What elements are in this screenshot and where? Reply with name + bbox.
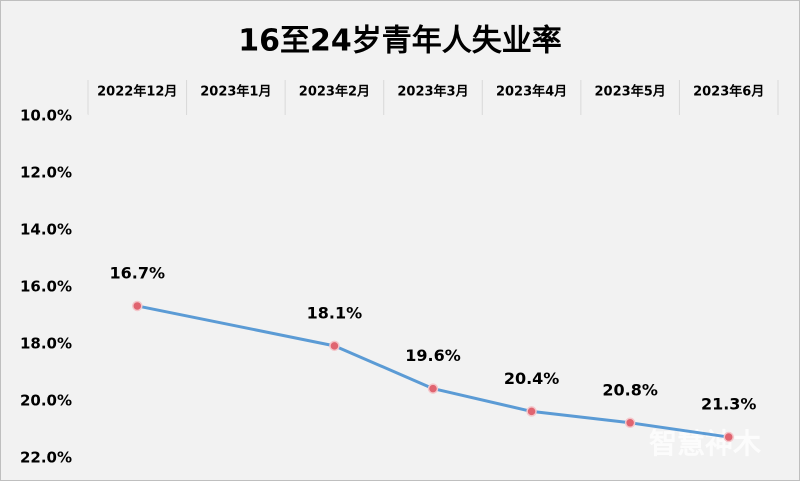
marker bbox=[723, 431, 734, 443]
marker bbox=[132, 300, 143, 312]
x-tick-label: 2023年4月 bbox=[496, 84, 567, 100]
y-tick-label: 14.0% bbox=[20, 221, 72, 239]
y-tick-label: 20.0% bbox=[20, 392, 72, 410]
x-tick-label: 2023年6月 bbox=[693, 84, 764, 100]
marker bbox=[624, 417, 636, 429]
marker bbox=[526, 406, 537, 417]
data-label: 20.8% bbox=[602, 380, 658, 399]
y-tick-label: 22.0% bbox=[20, 449, 72, 467]
x-tick-label: 2023年2月 bbox=[299, 84, 370, 100]
watermark: 智慧神木 bbox=[649, 427, 761, 460]
line-segment bbox=[135, 304, 336, 348]
marker bbox=[427, 383, 439, 394]
line-segment bbox=[431, 387, 534, 413]
x-tick-label: 2023年1月 bbox=[200, 84, 271, 100]
x-tick-label: 2023年5月 bbox=[595, 84, 666, 100]
data-label: 20.4% bbox=[504, 369, 560, 388]
x-tick-label: 2023年3月 bbox=[397, 84, 468, 100]
marker bbox=[329, 340, 340, 352]
x-tick-label: 2022年12月 bbox=[97, 84, 177, 100]
data-label: 18.1% bbox=[307, 303, 363, 322]
data-label: 19.6% bbox=[405, 346, 461, 365]
data-label: 21.3% bbox=[701, 395, 757, 414]
line-segment bbox=[530, 409, 632, 425]
line-segment bbox=[332, 344, 435, 391]
y-tick-label: 12.0% bbox=[20, 164, 72, 182]
line-segment bbox=[628, 421, 731, 439]
y-tick-label: 10.0% bbox=[20, 107, 72, 125]
y-tick-label: 18.0% bbox=[20, 335, 72, 353]
chart-title: 16至24岁青年人失业率 bbox=[238, 24, 562, 59]
y-tick-label: 16.0% bbox=[20, 278, 72, 296]
data-label: 16.7% bbox=[110, 263, 166, 282]
